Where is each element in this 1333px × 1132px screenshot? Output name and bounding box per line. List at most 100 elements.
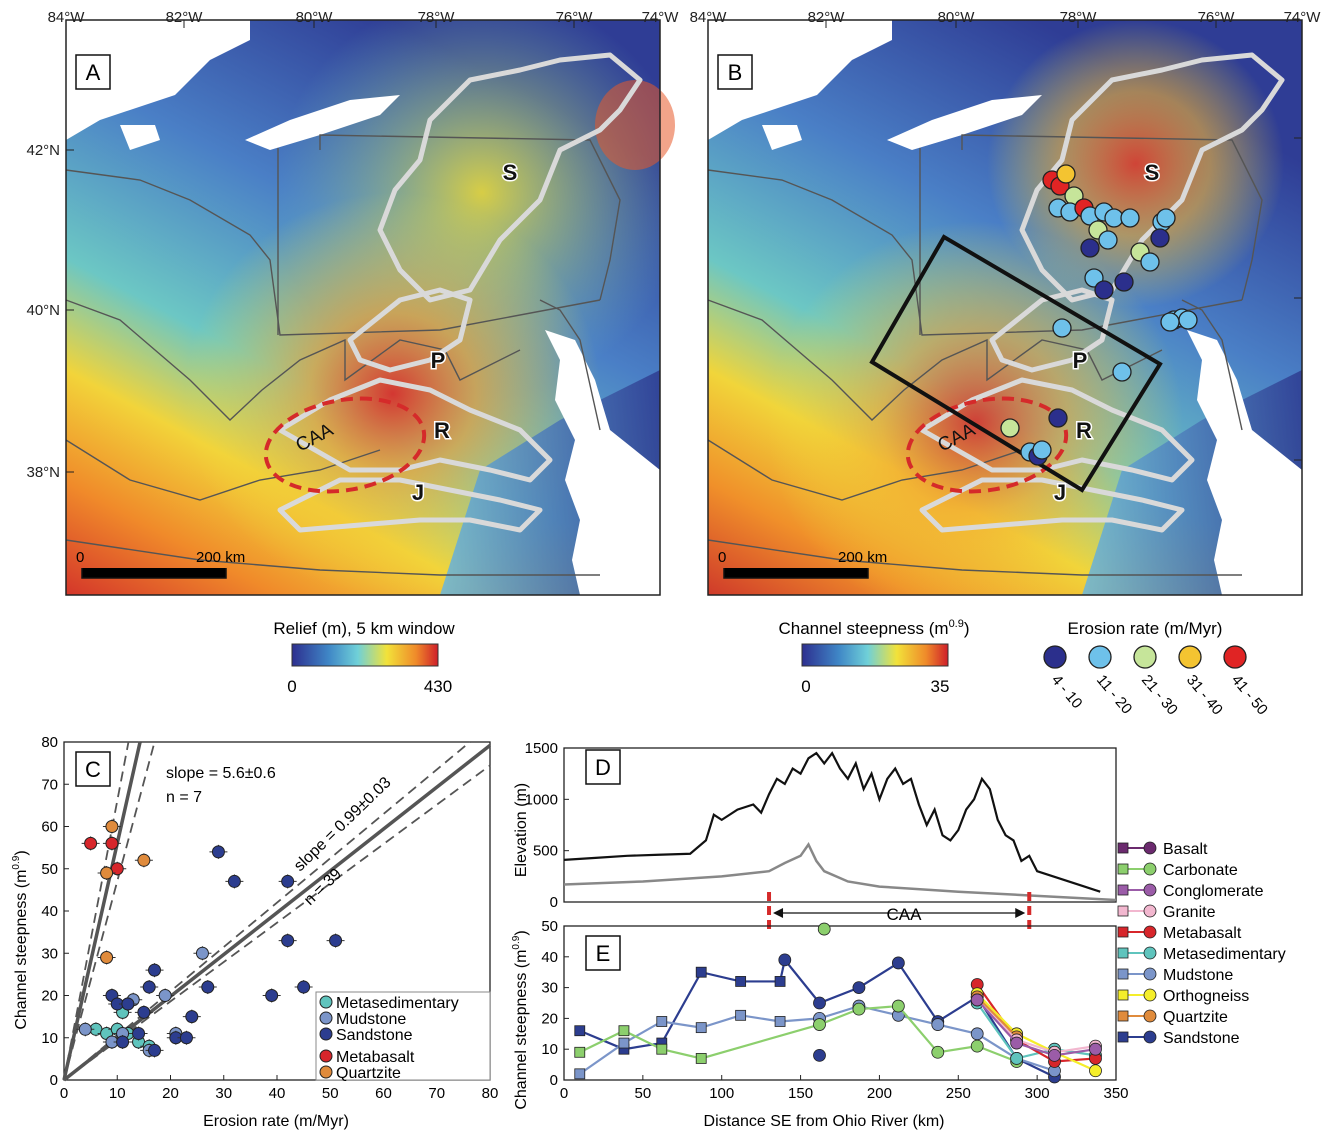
- legend-square-swatch: [1117, 926, 1129, 938]
- fit1-slope-label: slope = 5.6±0.6: [166, 765, 276, 782]
- steepness-line-sandstone: [579, 957, 1055, 1078]
- steepness-point-sandstone: [774, 976, 786, 987]
- colorbar-min-b: 0: [801, 677, 810, 696]
- y-tick-label: 30: [41, 945, 58, 962]
- x-tick-label: 30: [215, 1085, 232, 1102]
- legend-label-carbonate: Carbonate: [1163, 862, 1238, 879]
- legend-label-metabasalt: Metabasalt: [1163, 925, 1242, 942]
- y-tick-label: 70: [41, 776, 58, 793]
- steepness-point-conglomerate: [1010, 1036, 1024, 1050]
- fit-ci-line: [63, 741, 156, 1081]
- y-tick-label: 10: [541, 1041, 558, 1058]
- panel-c-ylabel: Channel steepness (m0.9): [11, 850, 30, 1029]
- panel-letter-c: C: [85, 757, 101, 782]
- erosion-sample-circle: [1080, 238, 1100, 258]
- lon-tick-label: 80°W: [296, 9, 334, 26]
- steepness-point-carbonate: [891, 999, 905, 1013]
- y-tick-label: 0: [550, 1072, 558, 1089]
- elevation-profile-line: [563, 751, 1101, 893]
- lon-tick-label: 82°W: [808, 9, 846, 26]
- legend-box: [315, 991, 491, 1081]
- y-tick-label: 20: [541, 1010, 558, 1027]
- y-tick-label: 80: [41, 734, 58, 751]
- panel-c-xlabel: Erosion rate (m/Myr): [203, 1113, 349, 1130]
- lon-tick-label: 84°W: [690, 9, 728, 26]
- y-tick-label: 50: [41, 861, 58, 878]
- steepness-point-mudstone: [656, 1016, 668, 1027]
- lithology-legend: Basalt Carbonate Conglomerate Granite Metaba…: [1117, 841, 1286, 1047]
- erosion-legend-title: Erosion rate (m/Myr): [1068, 619, 1223, 638]
- scatter-point-mudstone: [78, 1022, 92, 1036]
- scatter-point-sandstone: [142, 980, 156, 994]
- steepness-line-orthogneiss: [976, 992, 1096, 1072]
- x-tick-label: 200: [867, 1085, 892, 1102]
- steepness-point-carbonate: [618, 1025, 630, 1037]
- x-tick-label: 250: [946, 1085, 971, 1102]
- basin-label-s: S: [503, 160, 518, 185]
- panel-letter-b: B: [728, 60, 743, 85]
- map-panel-b: CAA: [707, 19, 1303, 596]
- caa-range-label: CAA: [887, 905, 923, 924]
- legend-circle-swatch: [1143, 1009, 1157, 1023]
- lon-tick-label: 74°W: [1284, 9, 1322, 26]
- panel-e-frame: [563, 925, 1117, 1081]
- legend-square-swatch: [1117, 842, 1129, 854]
- colorbar-a: [291, 643, 439, 667]
- lon-tick-label: 78°W: [1060, 9, 1098, 26]
- legend-label: Mudstone: [336, 1011, 406, 1028]
- scatter-point-sandstone: [329, 934, 343, 948]
- steepness-point-mudstone: [618, 1037, 630, 1049]
- lon-tick-label: 76°W: [1198, 9, 1236, 26]
- panel-de-profiles: 0 500 1000 1500 0 50 100 150 200 250 300 350 0 10 20 3…: [511, 740, 1286, 1130]
- steepness-point-carbonate: [656, 1043, 668, 1055]
- x-tick-label: 0: [60, 1085, 68, 1102]
- steepness-line-carbonate: [579, 1004, 1018, 1063]
- basin-label-r: R: [1076, 418, 1092, 443]
- x-tick-label: 70: [428, 1085, 445, 1102]
- steepness-point-conglomerate: [1048, 1048, 1061, 1062]
- y-tick-label: 1000: [525, 791, 558, 808]
- scatter-point-quartzite: [137, 853, 151, 867]
- erosion-class-swatch: [1178, 645, 1202, 669]
- scatter-point-sandstone: [297, 980, 311, 994]
- steepness-point-sandstone: [574, 1025, 586, 1037]
- panel-letter-e: E: [596, 941, 611, 966]
- scatter-point-sandstone: [116, 1035, 130, 1049]
- scatter-point-sandstone: [281, 934, 295, 948]
- legend-circle-swatch: [1143, 925, 1157, 939]
- colorbar-legends: Relief (m), 5 km window 0 430 Channel st…: [273, 618, 1271, 719]
- steepness-point-sandstone: [813, 1048, 826, 1062]
- erosion-class-label: 31 - 40: [1183, 672, 1226, 719]
- erosion-sample-points: [1000, 164, 1198, 466]
- lon-tick-label: 78°W: [418, 9, 456, 26]
- legend-swatch: [319, 1011, 333, 1025]
- scatter-point-metabasalt: [105, 836, 119, 850]
- colorbar-b: [801, 643, 949, 667]
- steepness-point-mudstone: [970, 1027, 984, 1041]
- y-tick-label: 20: [41, 988, 58, 1005]
- steepness-point-mudstone: [931, 1018, 945, 1031]
- legend-swatch: [319, 1065, 333, 1079]
- erosion-sample-circle: [1156, 208, 1176, 228]
- x-tick-label: 40: [269, 1085, 286, 1102]
- scatter-point-sandstone: [211, 845, 225, 859]
- scalebar-label-a: 200 km: [196, 549, 245, 566]
- scatter-point-sandstone: [201, 980, 215, 994]
- steepness-point-metasedimentary: [1010, 1052, 1024, 1065]
- x-tick-label: 150: [788, 1085, 813, 1102]
- scatter-point-mudstone: [195, 946, 209, 960]
- steepness-point-carbonate: [813, 1018, 826, 1031]
- erosion-class-swatch: [1088, 645, 1112, 669]
- legend-label-conglomerate: Conglomerate: [1163, 883, 1264, 900]
- legend-circle-swatch: [1143, 841, 1157, 855]
- x-tick-label: 300: [1025, 1085, 1050, 1102]
- y-tick-label: 60: [41, 819, 58, 836]
- y-tick-label: 30: [541, 980, 558, 997]
- erosion-sample-circle: [1000, 418, 1020, 438]
- y-tick-label: 50: [541, 918, 558, 935]
- erosion-sample-circle: [1120, 208, 1140, 228]
- panel-e-ylabel: Channel steepness (m0.9): [511, 930, 530, 1109]
- steepness-point-sandstone: [852, 981, 866, 995]
- y-tick-label: 1500: [525, 740, 558, 757]
